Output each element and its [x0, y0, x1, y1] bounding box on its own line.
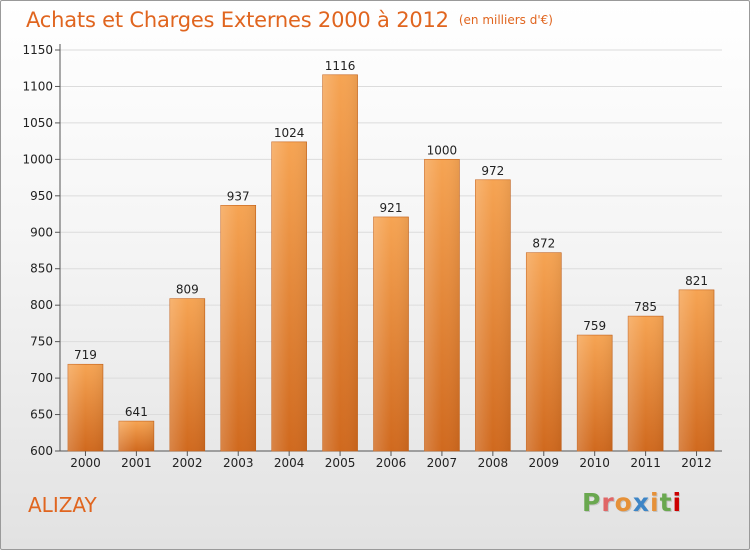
bar-shine: [220, 205, 256, 451]
y-tick-label: 950: [30, 189, 53, 203]
bars: [67, 74, 715, 452]
value-label-2011: 785: [634, 300, 657, 314]
logo-letter: x: [632, 488, 650, 517]
bar-shine: [322, 74, 358, 451]
value-label-2006: 921: [380, 201, 403, 215]
x-tick-label-2002: 2002: [172, 456, 203, 470]
value-label-2000: 719: [74, 348, 97, 362]
value-label-2003: 937: [227, 189, 250, 203]
x-tick-label-2009: 2009: [528, 456, 559, 470]
bar-shine: [169, 298, 205, 451]
bar-shine: [373, 216, 409, 451]
y-tick-label: 900: [30, 225, 53, 239]
x-tick-label-2003: 2003: [223, 456, 254, 470]
logo-letter: i: [650, 488, 660, 517]
logo-letter: t: [659, 488, 673, 517]
logo-letter: i: [672, 488, 683, 517]
y-tick-label: 850: [30, 262, 53, 276]
bar-shine: [118, 421, 154, 451]
x-tick-label-2010: 2010: [579, 456, 610, 470]
x-tick-label-2011: 2011: [630, 456, 661, 470]
y-tick-label: 1000: [22, 152, 53, 166]
value-label-2010: 759: [583, 319, 606, 333]
bar-shine: [475, 179, 511, 451]
x-tick-label-2001: 2001: [121, 456, 152, 470]
y-tick-label: 1100: [22, 79, 53, 93]
x-tick-label-2000: 2000: [70, 456, 101, 470]
y-tick-label: 700: [30, 371, 53, 385]
bar-shine: [577, 335, 613, 451]
chart-title: Achats et Charges Externes 2000 à 2012 (e…: [26, 6, 553, 34]
logo-letter: o: [614, 488, 633, 517]
bar-shine: [271, 141, 307, 451]
chart-unit: (en milliers d'€): [458, 13, 553, 27]
y-tick-label: 1050: [22, 116, 53, 130]
bar-shine: [526, 252, 562, 451]
x-tick-label-2007: 2007: [427, 456, 458, 470]
y-tick-label: 1150: [22, 43, 53, 57]
x-tick-label-2006: 2006: [376, 456, 407, 470]
y-tick-label: 800: [30, 298, 53, 312]
x-tick-label-2004: 2004: [274, 456, 305, 470]
value-label-2002: 809: [176, 283, 199, 297]
bar-shine: [679, 289, 715, 451]
y-tick-label: 750: [30, 335, 53, 349]
y-tick-label: 600: [30, 444, 53, 458]
value-label-2008: 972: [481, 164, 504, 178]
data-labels: 719 641 809 937 1024 1116 921 1000 972 872 759 785 8…: [74, 59, 708, 419]
axes: 600 650 700 750 800 850 900 950 1000 1050 1100 1150…: [22, 43, 722, 470]
value-label-2001: 641: [125, 405, 148, 419]
bar-shine: [628, 316, 664, 451]
x-tick-label-2005: 2005: [325, 456, 356, 470]
y-tick-label: 650: [30, 408, 53, 422]
x-tick-label-2008: 2008: [478, 456, 509, 470]
chart-title-text: Achats et Charges Externes 2000 à 2012: [26, 8, 449, 32]
value-label-2005: 1116: [325, 59, 356, 73]
value-label-2007: 1000: [427, 143, 458, 157]
value-label-2009: 872: [532, 237, 555, 251]
bar-shine: [424, 159, 460, 451]
city-name: ALIZAY: [28, 493, 97, 517]
bar-shine: [67, 364, 103, 451]
x-tick-label-2012: 2012: [681, 456, 712, 470]
value-label-2004: 1024: [274, 126, 305, 140]
logo-letter: P: [582, 488, 602, 517]
logo-letter: r: [601, 488, 615, 517]
proxiti-logo[interactable]: Proxiti: [582, 488, 682, 517]
value-label-2012: 821: [685, 274, 708, 288]
